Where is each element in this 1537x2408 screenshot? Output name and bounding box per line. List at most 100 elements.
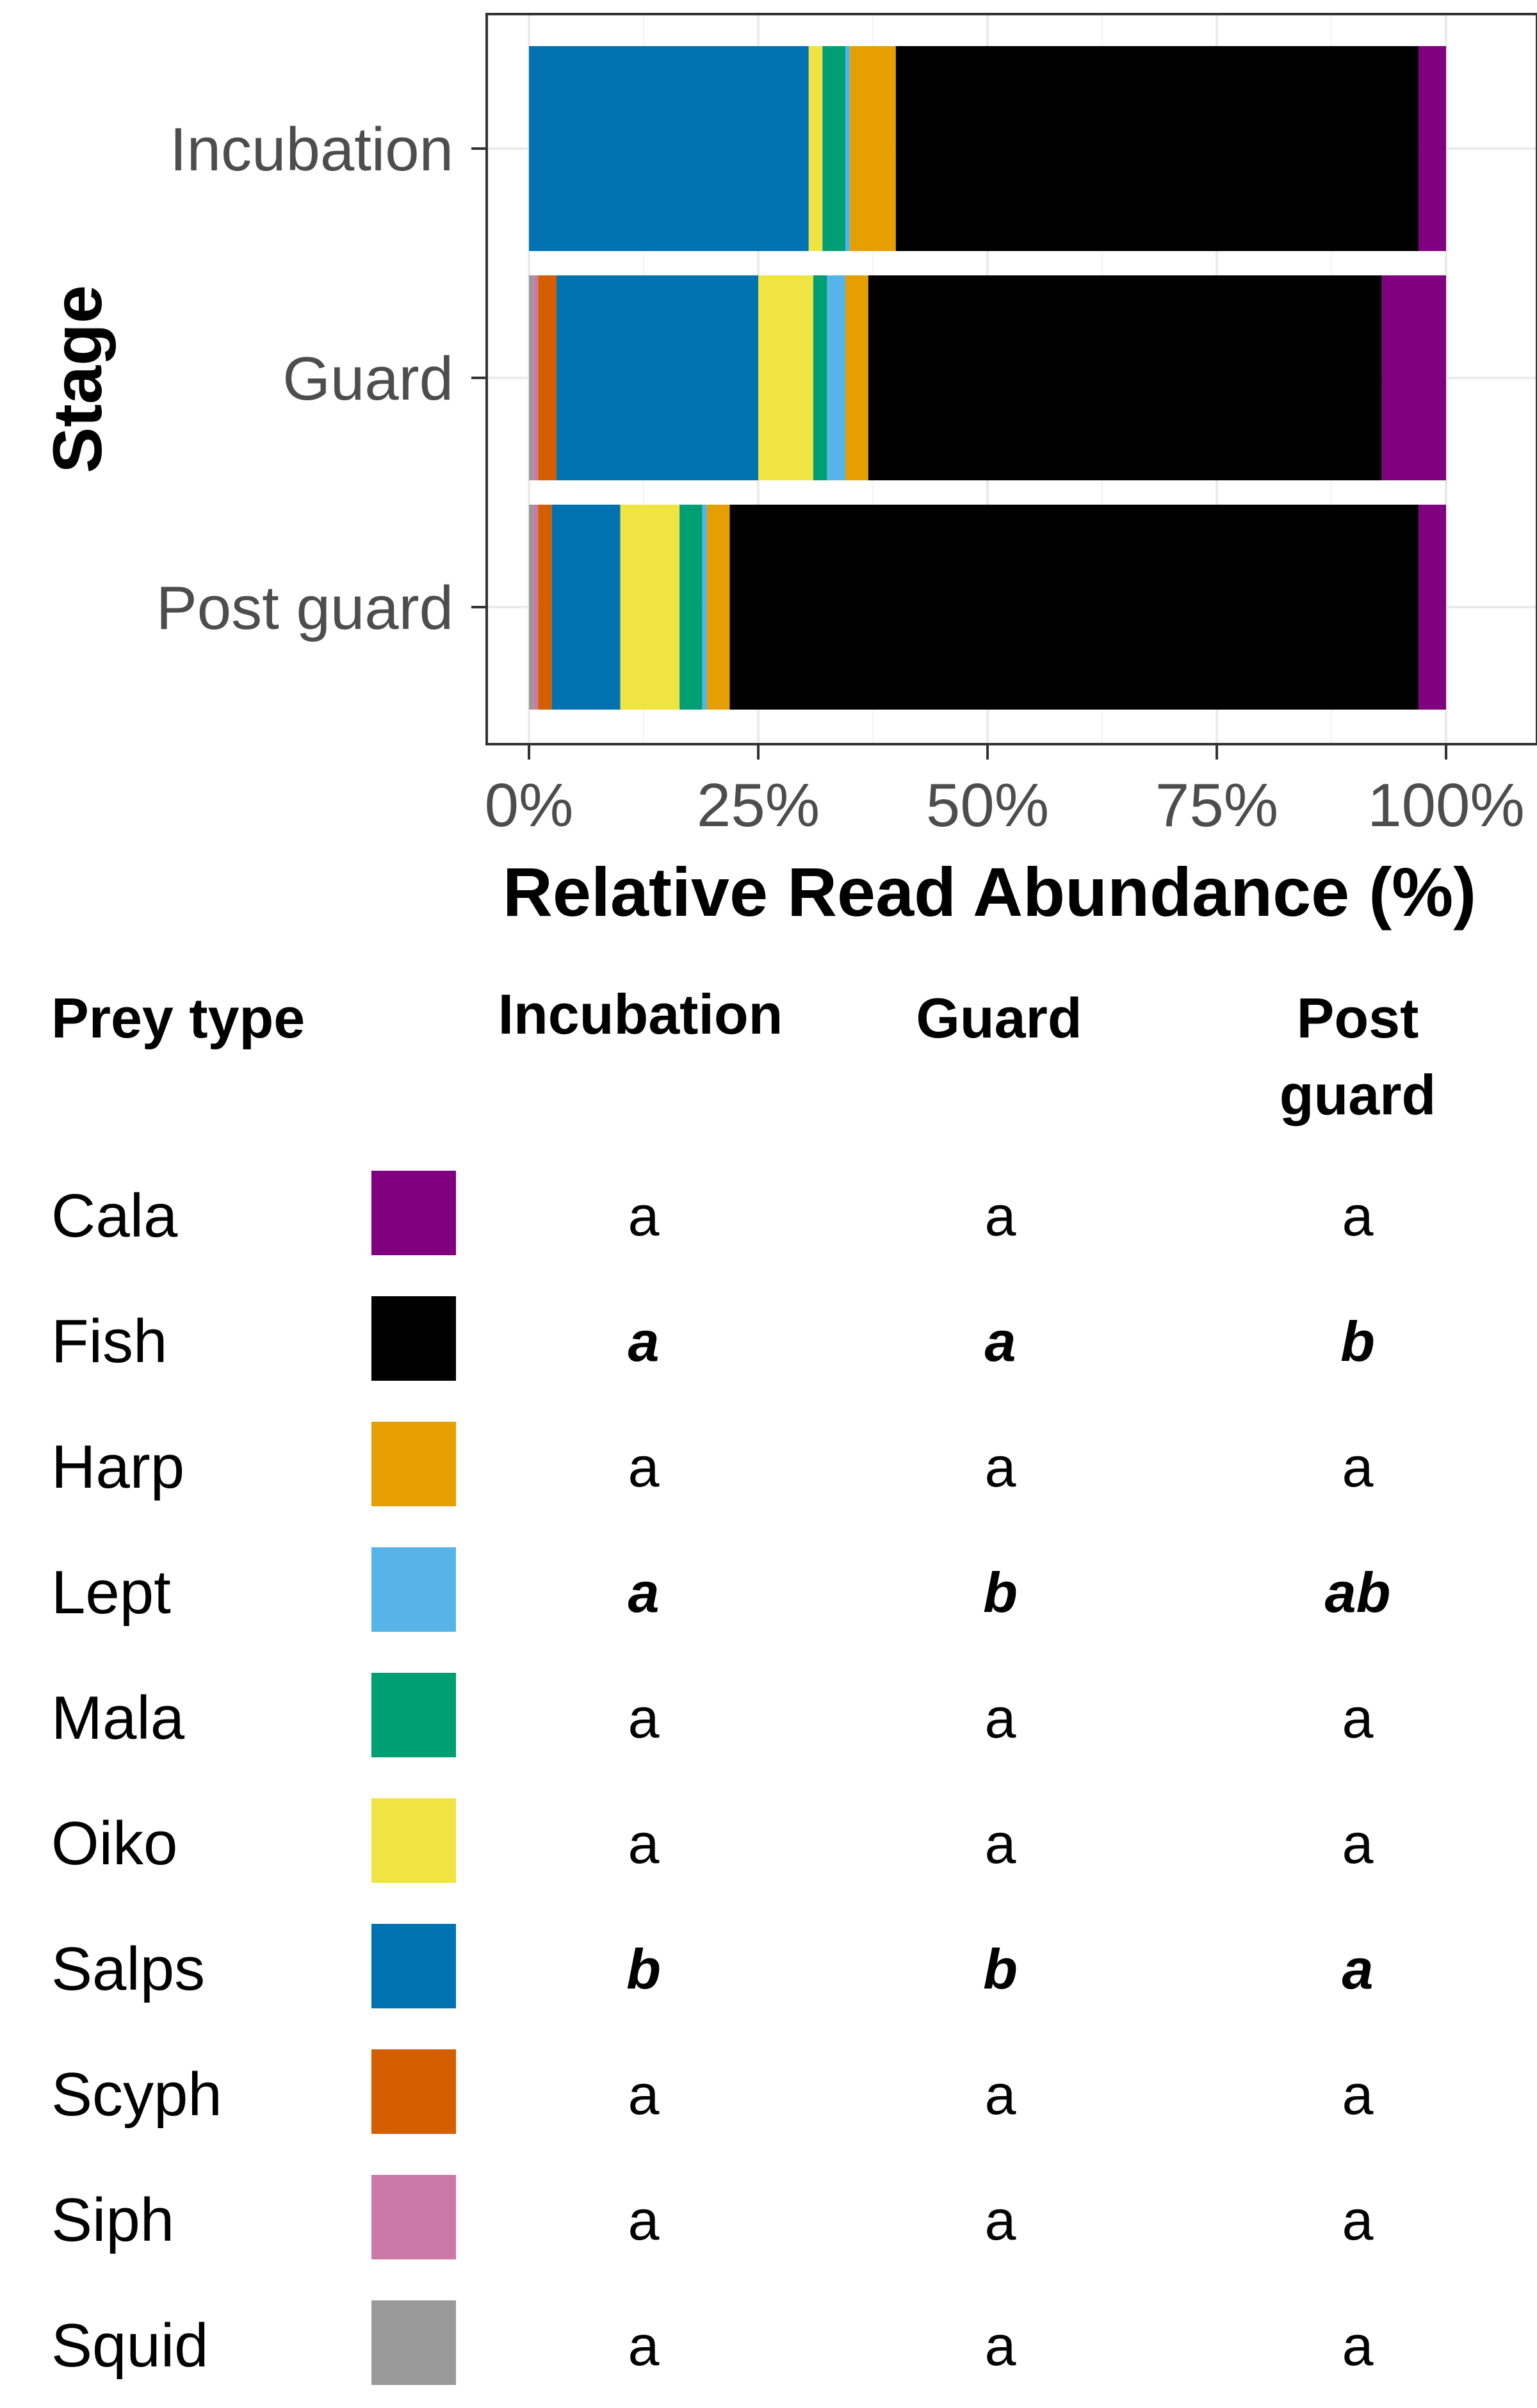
bar-segment-salps-post-guard bbox=[551, 505, 621, 710]
bar-segment-siph-post-guard bbox=[533, 505, 539, 710]
bar-segment-harp-incubation bbox=[850, 46, 896, 251]
x-tick-label: 75% bbox=[1155, 771, 1278, 840]
significance-guard: a bbox=[984, 2188, 1016, 2252]
color-swatch bbox=[371, 1547, 456, 1632]
table-row: Oiko a a a bbox=[0, 1780, 1537, 1906]
bar-segment-oiko-guard bbox=[758, 275, 813, 480]
bar-segment-lept-guard bbox=[827, 275, 846, 480]
significance-guard: a bbox=[984, 2314, 1016, 2377]
color-swatch bbox=[371, 1422, 456, 1506]
x-tick-label: 100% bbox=[1367, 771, 1525, 840]
y-tick-label: Post guard bbox=[156, 574, 453, 642]
significance-guard: a bbox=[984, 1435, 1016, 1499]
bar-segment-lept-incubation bbox=[845, 46, 850, 251]
table-row: Harp a a a bbox=[0, 1404, 1537, 1529]
header-guard: Guard bbox=[916, 986, 1082, 1050]
bar-segment-fish-incubation bbox=[895, 46, 1419, 251]
header-prey-type: Prey type bbox=[51, 986, 305, 1050]
prey-name: Siph bbox=[51, 2186, 175, 2254]
bar-segment-squid-post-guard bbox=[529, 505, 534, 710]
color-swatch bbox=[371, 1924, 456, 2008]
color-swatch bbox=[371, 1171, 456, 1255]
significance-incubation: a bbox=[628, 1686, 660, 1750]
table-row: Mala a a a bbox=[0, 1655, 1537, 1780]
significance-post: a bbox=[1342, 1812, 1374, 1875]
significance-post: a bbox=[1342, 1184, 1374, 1248]
prey-name: Salps bbox=[51, 1935, 206, 2003]
significance-incubation: a bbox=[628, 2063, 660, 2126]
significance-guard: b bbox=[983, 1561, 1018, 1624]
bar-segment-mala-incubation bbox=[822, 46, 846, 251]
significance-guard: a bbox=[984, 1184, 1016, 1248]
significance-post: a bbox=[1342, 1686, 1374, 1750]
significance-incubation: a bbox=[628, 1310, 660, 1373]
bar-segment-scyph-guard bbox=[538, 275, 557, 480]
prey-name: Oiko bbox=[51, 1809, 178, 1878]
bar-segment-scyph-post-guard bbox=[538, 505, 552, 710]
y-tick-label: Guard bbox=[282, 345, 453, 413]
significance-incubation: a bbox=[628, 2314, 660, 2377]
color-swatch bbox=[371, 2175, 456, 2259]
significance-incubation: a bbox=[628, 1184, 660, 1248]
significance-post: b bbox=[1340, 1310, 1375, 1373]
color-swatch bbox=[371, 1296, 456, 1381]
table-row: Salps b b a bbox=[0, 1906, 1537, 2031]
significance-post: a bbox=[1342, 2314, 1374, 2377]
bar-segment-salps-incubation bbox=[529, 46, 809, 251]
significance-post: a bbox=[1342, 2188, 1374, 2252]
y-tick-label: Incubation bbox=[170, 115, 453, 184]
axes: Incubation Guard Post guard 0% 25% 50% 75% 100% bbox=[156, 115, 1525, 840]
significance-guard: a bbox=[984, 1812, 1016, 1875]
significance-post: a bbox=[1342, 2063, 1374, 2126]
significance-post: a bbox=[1342, 1937, 1374, 2001]
significance-post: a bbox=[1342, 1435, 1374, 1499]
bar-segment-harp-post-guard bbox=[706, 505, 730, 710]
stacked-bar-chart: Incubation Guard Post guard 0% 25% 50% 75% 100%… bbox=[38, 13, 1537, 931]
bar-segment-siph-guard bbox=[533, 275, 539, 480]
significance-guard: b bbox=[983, 1937, 1018, 2001]
significance-incubation: a bbox=[628, 1435, 660, 1499]
prey-name: Scyph bbox=[51, 2060, 222, 2129]
bar-segment-cala-guard bbox=[1381, 275, 1446, 480]
y-axis-title: Stage bbox=[38, 285, 116, 473]
color-swatch bbox=[371, 2300, 456, 2385]
bar-segment-squid-guard bbox=[529, 275, 534, 480]
header-post-guard: Post guard bbox=[1166, 980, 1537, 1134]
bar-segment-fish-post-guard bbox=[729, 505, 1419, 710]
prey-name: Squid bbox=[51, 2311, 209, 2380]
bar-segment-cala-incubation bbox=[1419, 46, 1446, 251]
color-swatch bbox=[371, 1798, 456, 1883]
bar-segment-lept-post-guard bbox=[702, 505, 707, 710]
bar-segment-mala-post-guard bbox=[679, 505, 703, 710]
table-row: Siph a a a bbox=[0, 2157, 1537, 2282]
prey-name: Harp bbox=[51, 1433, 185, 1501]
significance-guard: a bbox=[984, 1686, 1016, 1750]
bar-segment-oiko-incubation bbox=[808, 46, 823, 251]
bars bbox=[529, 46, 1446, 710]
table-row: Lept a b ab bbox=[0, 1529, 1537, 1655]
table-row: Fish a a b bbox=[0, 1278, 1537, 1404]
significance-incubation: a bbox=[628, 1812, 660, 1875]
prey-name: Cala bbox=[51, 1182, 178, 1250]
bar-segment-oiko-post-guard bbox=[620, 505, 680, 710]
table-row: Cala a a a bbox=[0, 1153, 1537, 1278]
significance-incubation: a bbox=[628, 2188, 660, 2252]
color-swatch bbox=[371, 2049, 456, 2134]
bar-segment-cala-post-guard bbox=[1419, 505, 1446, 710]
significance-incubation: b bbox=[626, 1937, 661, 2001]
header-post-line2: guard bbox=[1279, 1063, 1436, 1127]
significance-guard: a bbox=[984, 2063, 1016, 2126]
prey-name: Mala bbox=[51, 1684, 185, 1752]
bar-segment-mala-guard bbox=[813, 275, 827, 480]
table-row: Scyph a a a bbox=[0, 2031, 1537, 2157]
header-post-line1: Post bbox=[1296, 986, 1419, 1050]
bar-segment-salps-guard bbox=[556, 275, 758, 480]
x-tick-label: 0% bbox=[485, 771, 574, 840]
x-tick-label: 25% bbox=[697, 771, 820, 840]
significance-guard: a bbox=[984, 1310, 1016, 1373]
table-row: Squid a a a bbox=[0, 2282, 1537, 2408]
color-swatch bbox=[371, 1673, 456, 1757]
bar-segment-harp-guard bbox=[845, 275, 868, 480]
prey-name: Fish bbox=[51, 1307, 168, 1376]
prey-name: Lept bbox=[51, 1558, 171, 1627]
